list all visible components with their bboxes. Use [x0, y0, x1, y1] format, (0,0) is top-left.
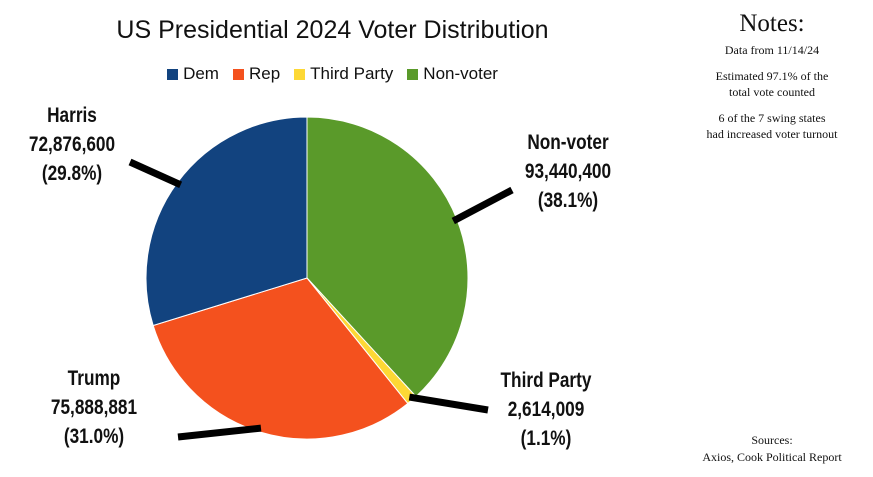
slice-name-non-voter: Non-voter [527, 131, 609, 154]
slice-percent-trump: (31.0%) [63, 425, 125, 448]
sources-label: Sources: [751, 433, 793, 447]
notes-panel: Notes: Data from 11/14/24 Estimated 97.1… [672, 10, 872, 152]
slice-percent-third-party: (1.1%) [520, 427, 572, 450]
legend-item-non-voter: Non-voter [407, 64, 498, 84]
note-item: Data from 11/14/24 [724, 43, 820, 57]
slice-value-non-voter: 93,440,400 [524, 160, 612, 183]
slice-name-third-party: Third Party [500, 369, 592, 392]
slice-percent-non-voter: (38.1%) [537, 189, 599, 212]
legend-item-dem: Dem [167, 64, 219, 84]
slice-label-third-party: Third Party 2,614,009 (1.1%) [489, 366, 604, 453]
slice-percent-harris: (29.8%) [41, 162, 103, 185]
leader-line-third-party [408, 393, 489, 414]
legend-swatch-non-voter [407, 68, 419, 80]
legend-item-rep: Rep [232, 64, 281, 84]
legend-label-third-party: Third Party [310, 64, 394, 83]
slice-label-non-voter: Non-voter 93,440,400 (38.1%) [511, 128, 626, 215]
note-item: 6 of the 7 swing states had increased vo… [706, 111, 838, 141]
legend-swatch-dem [167, 68, 179, 80]
legend-item-third-party: Third Party [294, 64, 393, 84]
note-item: Estimated 97.1% of the total vote counte… [715, 69, 829, 99]
slice-label-harris: Harris 72,876,600 (29.8%) [15, 101, 130, 188]
legend-label-non-voter: Non-voter [423, 64, 498, 83]
chart-title: US Presidential 2024 Voter Distribution [116, 16, 549, 44]
slice-name-harris: Harris [47, 104, 97, 127]
slice-name-trump: Trump [67, 367, 121, 390]
legend-swatch-rep [232, 68, 244, 80]
legend-label-dem: Dem [183, 64, 219, 83]
legend-swatch-third-party [294, 68, 306, 80]
sources-block: Sources: Axios, Cook Political Report [672, 432, 872, 466]
slice-label-trump: Trump 75,888,881 (31.0%) [37, 364, 152, 451]
leader-line-non-voter [451, 186, 514, 225]
chart-legend: Dem Rep Third Party Non-voter [0, 64, 665, 84]
notes-title: Notes: [739, 10, 805, 37]
sources-text: Axios, Cook Political Report [702, 450, 842, 464]
slice-value-trump: 75,888,881 [50, 396, 138, 419]
leader-line-harris [128, 158, 183, 188]
pie-slice-trump [152, 277, 409, 440]
leader-line-trump [177, 424, 262, 441]
legend-label-rep: Rep [248, 64, 281, 83]
slice-value-harris: 72,876,600 [28, 133, 116, 156]
slice-value-third-party: 2,614,009 [507, 398, 585, 421]
